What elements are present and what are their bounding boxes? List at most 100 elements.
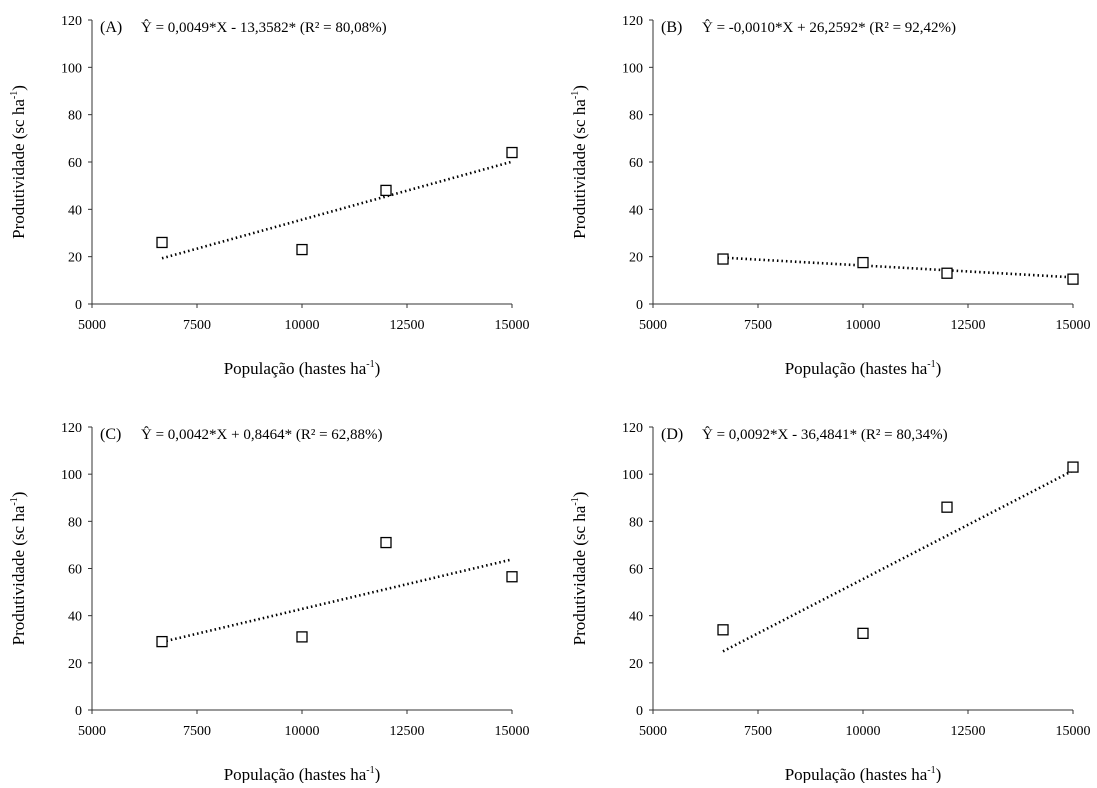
trendline: [722, 256, 1074, 279]
data-point: [506, 571, 518, 583]
data-point: [296, 243, 308, 256]
y-axis-title-exp: -1: [570, 497, 581, 505]
y-axis-title-text: Produtividade (sc ha: [570, 505, 589, 645]
y-tick-label: 20: [629, 657, 643, 672]
y-axis-title-text: Produtividade (sc ha: [9, 99, 28, 239]
x-tick-label: 5000: [639, 724, 667, 739]
x-axis-title-text: População (hastes ha: [224, 359, 367, 378]
panel-label: (B): [661, 19, 682, 36]
x-tick-label: 7500: [183, 724, 211, 739]
x-axis-title: População (hastes ha-1): [224, 359, 381, 378]
x-axis-title: População (hastes ha-1): [785, 765, 942, 783]
data-point: [857, 256, 869, 269]
y-tick-label: 40: [629, 610, 643, 625]
y-axis-title-close: ): [570, 492, 589, 498]
y-tick-label: 60: [629, 563, 643, 578]
x-axis-title-exp: -1: [366, 359, 374, 370]
chart-panel: 0 20 40 60 80 100 120 5000 7500 10000 12500 15000 (C…: [9, 421, 530, 784]
x-tick-label: 10000: [285, 724, 320, 739]
y-tick-label: 40: [68, 610, 82, 625]
panel-label: (D): [661, 426, 683, 443]
x-axis-title-exp: -1: [927, 765, 935, 776]
x-tick-label: 5000: [78, 724, 106, 739]
y-axis-title: Produtividade (sc ha-1): [9, 492, 28, 646]
x-axis-title-exp: -1: [927, 359, 935, 370]
x-tick-label: 7500: [183, 318, 211, 333]
y-tick-label: 20: [629, 251, 643, 266]
regression-equation: Ŷ = 0,0042*X + 0,8464* (R² = 62,88%): [141, 426, 383, 443]
y-tick-label: 0: [75, 704, 82, 719]
y-tick-label: 120: [61, 421, 82, 436]
y-axis-title-exp: -1: [9, 497, 20, 505]
x-axis-title-close: ): [375, 765, 381, 783]
x-tick-label: 7500: [744, 318, 772, 333]
y-tick-label: 120: [622, 14, 643, 29]
data-point: [717, 624, 729, 636]
y-tick-label: 0: [636, 298, 643, 313]
data-point: [1067, 461, 1079, 473]
y-axis-title: Produtividade (sc ha-1): [570, 85, 589, 239]
x-tick-label: 10000: [285, 318, 320, 333]
y-tick-label: 40: [629, 203, 643, 218]
x-tick-label: 12500: [390, 318, 425, 333]
y-tick-label: 100: [622, 61, 643, 76]
y-tick-label: 100: [622, 468, 643, 483]
trendline: [161, 558, 513, 644]
x-axis-title-text: População (hastes ha: [785, 765, 928, 783]
x-tick-label: 15000: [1056, 318, 1091, 333]
chart-panel: 0 20 40 60 80 100 120 5000 7500 10000 12500 15000 (A…: [9, 14, 530, 378]
x-axis-title-close: ): [936, 765, 942, 783]
y-tick-label: 0: [75, 298, 82, 313]
x-tick-label: 7500: [744, 724, 772, 739]
x-tick-label: 5000: [639, 318, 667, 333]
y-tick-label: 80: [68, 109, 82, 124]
y-tick-label: 60: [68, 156, 82, 171]
y-tick-label: 0: [636, 704, 643, 719]
x-axis-title-text: População (hastes ha: [224, 765, 367, 783]
y-axis-title-text: Produtividade (sc ha: [9, 505, 28, 645]
data-point: [380, 184, 392, 197]
x-tick-label: 12500: [951, 724, 986, 739]
data-point: [857, 627, 869, 640]
data-point: [941, 267, 953, 279]
trendline: [161, 160, 513, 260]
y-tick-label: 60: [68, 563, 82, 578]
regression-equation: Ŷ = 0,0049*X - 13,3582* (R² = 80,08%): [141, 19, 387, 36]
data-point: [156, 635, 168, 648]
panel-label: (A): [100, 19, 122, 36]
data-point: [941, 501, 953, 513]
regression-equation: Ŷ = -0,0010*X + 26,2592* (R² = 92,42%): [702, 19, 956, 36]
x-tick-label: 15000: [495, 318, 530, 333]
y-tick-label: 100: [61, 61, 82, 76]
y-axis-title-text: Produtividade (sc ha: [570, 99, 589, 239]
y-tick-label: 80: [68, 515, 82, 530]
y-axis-title-exp: -1: [9, 91, 20, 99]
y-tick-label: 60: [629, 156, 643, 171]
x-axis-title: População (hastes ha-1): [785, 359, 942, 378]
y-tick-label: 120: [622, 421, 643, 436]
trendline: [722, 469, 1074, 653]
y-axis-title: Produtividade (sc ha-1): [9, 85, 28, 239]
x-axis-title-close: ): [375, 359, 381, 378]
y-tick-label: 120: [61, 14, 82, 29]
y-axis-title: Produtividade (sc ha-1): [570, 492, 589, 646]
x-axis-title-text: População (hastes ha: [785, 359, 928, 378]
data-point: [1067, 273, 1079, 285]
data-point: [296, 631, 308, 643]
x-tick-label: 15000: [495, 724, 530, 739]
y-tick-label: 40: [68, 203, 82, 218]
y-tick-label: 100: [61, 468, 82, 483]
x-axis-title: População (hastes ha-1): [224, 765, 381, 783]
regression-equation: Ŷ = 0,0092*X - 36,4841* (R² = 80,34%): [702, 426, 948, 443]
x-tick-label: 10000: [846, 318, 881, 333]
x-tick-label: 10000: [846, 724, 881, 739]
x-axis-title-close: ): [936, 359, 942, 378]
y-tick-label: 20: [68, 251, 82, 266]
chart-panel: 0 20 40 60 80 100 120 5000 7500 10000 12500 15000 (D…: [570, 421, 1091, 784]
x-tick-label: 12500: [390, 724, 425, 739]
data-point: [717, 253, 729, 265]
data-point: [506, 146, 518, 159]
x-tick-label: 15000: [1056, 724, 1091, 739]
x-tick-label: 5000: [78, 318, 106, 333]
